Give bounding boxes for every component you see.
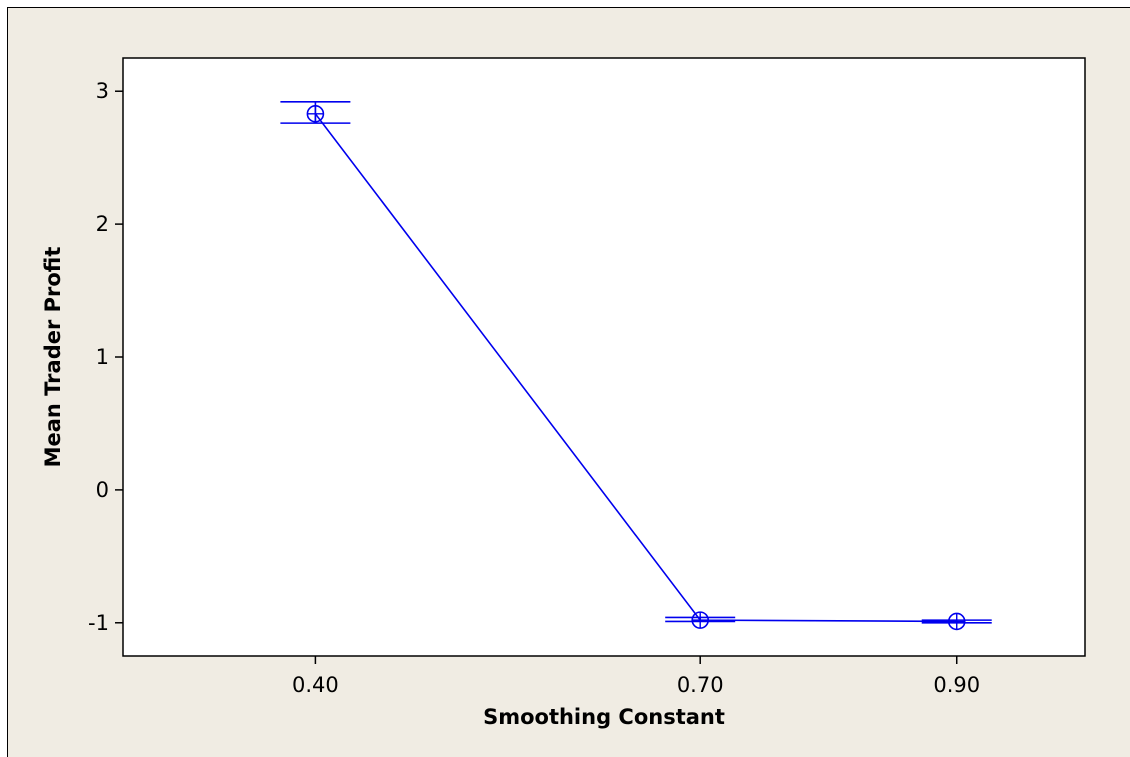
y-tick-label: 2 (96, 212, 109, 236)
y-tick-label: 3 (96, 79, 109, 103)
y-tick-label: -1 (88, 611, 109, 635)
x-tick-label: 0.40 (292, 673, 339, 697)
x-axis: 0.40 0.70 0.90 (292, 656, 980, 697)
plot-area (122, 57, 1086, 657)
x-axis-title: Smoothing Constant (483, 705, 725, 729)
x-tick-label: 0.70 (677, 673, 724, 697)
y-tick-label: 1 (96, 345, 109, 369)
y-axis-title: Mean Trader Profit (41, 247, 65, 468)
y-tick-label: 0 (96, 478, 109, 502)
x-tick-label: 0.90 (933, 673, 980, 697)
series-layer (280, 101, 992, 631)
y-axis: 3 2 1 0 -1 (88, 79, 123, 635)
